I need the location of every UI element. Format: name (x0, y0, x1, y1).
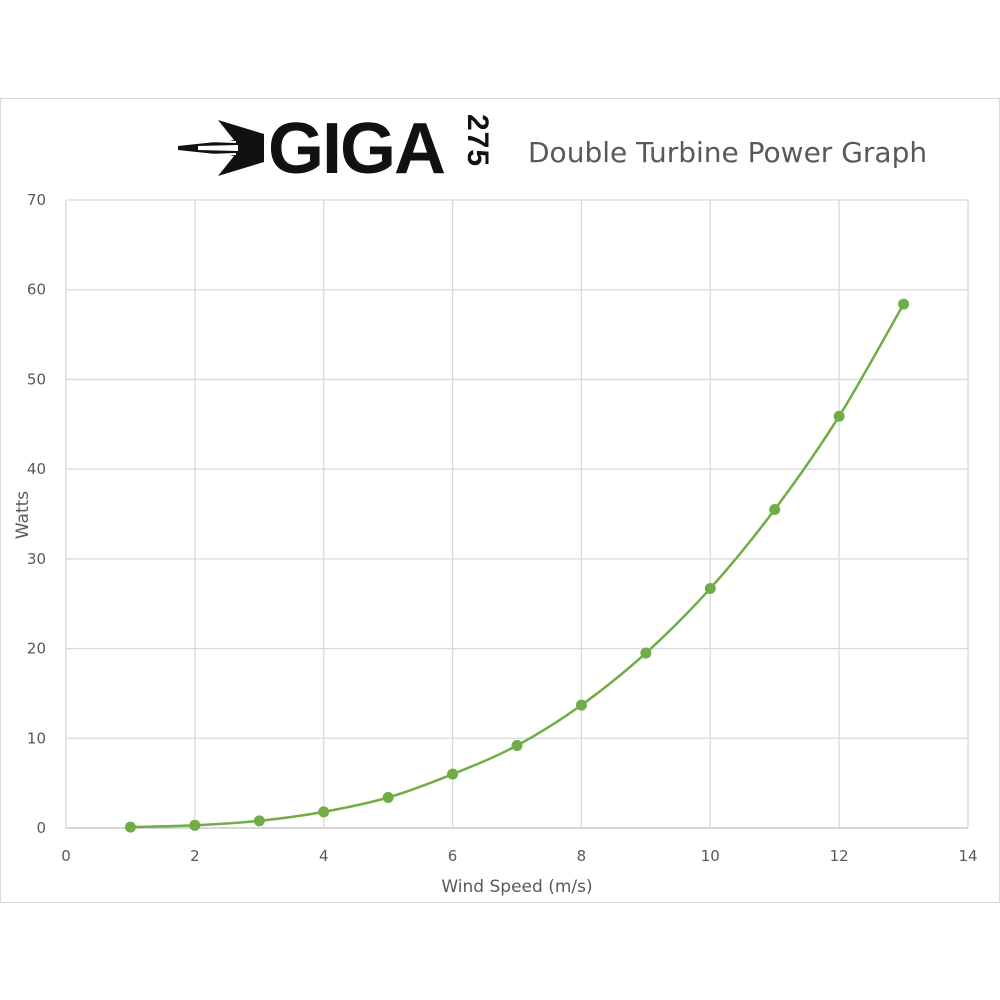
data-point (447, 768, 459, 780)
x-tick-label: 8 (577, 847, 587, 865)
data-point (575, 699, 587, 711)
y-tick-label: 20 (27, 640, 46, 658)
brand-wordmark: GIGA (268, 109, 446, 189)
y-tick-label: 50 (27, 370, 46, 388)
data-point (769, 504, 781, 516)
x-tick-label: 4 (319, 847, 329, 865)
x-tick-label: 0 (61, 847, 71, 865)
tick-labels: 0 10 20 30 40 50 60 70 0 2 4 6 8 10 12 14 (27, 191, 978, 865)
y-tick-label: 0 (36, 819, 46, 837)
data-point (189, 819, 201, 831)
giga-logo-wing-icon (178, 120, 264, 176)
data-point (124, 821, 136, 833)
y-axis-label: Watts (13, 491, 33, 539)
series-layer (124, 298, 910, 833)
x-tick-label: 12 (830, 847, 849, 865)
data-point (253, 815, 265, 827)
chart-title: Double Turbine Power Graph (528, 136, 928, 169)
data-point (511, 739, 523, 751)
data-point (640, 647, 652, 659)
data-point (382, 791, 394, 803)
x-tick-label: 10 (701, 847, 720, 865)
data-point (318, 806, 330, 818)
y-tick-label: 10 (27, 729, 46, 747)
grid-lines (65, 199, 969, 829)
x-axis-label: Wind Speed (m/s) (441, 877, 592, 897)
x-tick-label: 2 (190, 847, 200, 865)
data-point (833, 410, 845, 422)
y-tick-label: 60 (27, 281, 46, 299)
data-point (898, 298, 910, 310)
x-tick-label: 14 (958, 847, 977, 865)
x-tick-label: 6 (448, 847, 458, 865)
y-tick-label: 70 (27, 191, 46, 209)
chart-frame (0, 98, 1000, 903)
y-tick-label: 30 (27, 550, 46, 568)
data-point (704, 582, 716, 594)
y-tick-label: 40 (27, 460, 46, 478)
